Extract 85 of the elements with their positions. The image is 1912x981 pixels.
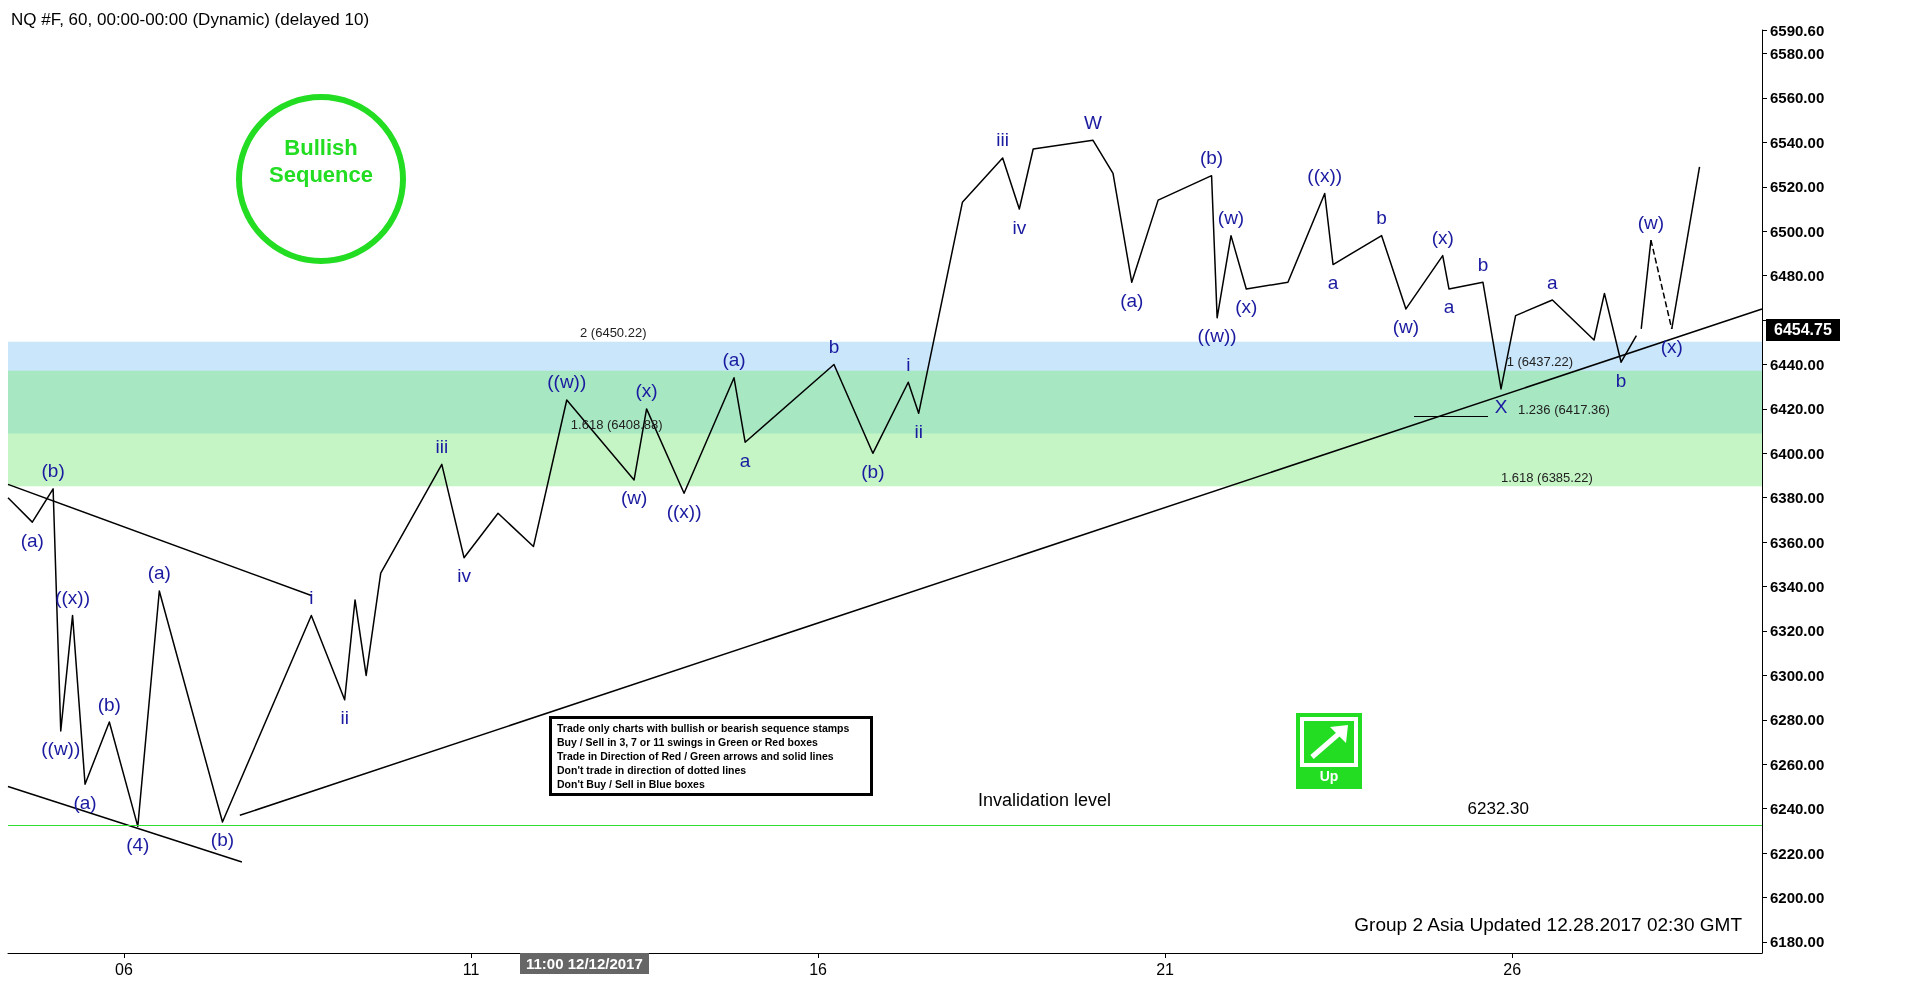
annotation: ((w)) xyxy=(1197,325,1237,347)
chart-title: NQ #F, 60, 00:00-00:00 (Dynamic) (delayed 10) xyxy=(11,10,370,29)
annotation: (a) xyxy=(722,349,746,371)
annotation: (b) xyxy=(97,693,121,715)
annotation: (b) xyxy=(41,460,65,482)
annotation: (x) xyxy=(635,380,658,402)
y-tick-label: 6260.00 xyxy=(1770,755,1825,773)
annotation: b xyxy=(1376,207,1387,229)
annotation: W xyxy=(1083,111,1102,133)
annotation: (a) xyxy=(147,562,171,584)
annotation: iv xyxy=(1012,216,1027,238)
ref-line-label: 6232.30 xyxy=(1467,798,1529,818)
y-tick-label: 6300.00 xyxy=(1770,666,1825,684)
y-tick-label: 6500.00 xyxy=(1770,222,1825,240)
annotation: Group 2 Asia Updated 12.28.2017 02:30 GMT xyxy=(1354,914,1742,936)
annotation: ((w)) xyxy=(547,371,587,393)
annotation: ((x)) xyxy=(1307,164,1343,186)
y-tick-label: 6240.00 xyxy=(1770,800,1825,818)
x-tick-label: 16 xyxy=(809,960,828,978)
annotation: (a) xyxy=(1120,289,1144,311)
y-tick-label: 6520.00 xyxy=(1770,178,1825,196)
annotation: b xyxy=(828,335,840,357)
y-tick-label: 6320.00 xyxy=(1770,622,1825,640)
y-tick-label: 6180.00 xyxy=(1770,933,1825,951)
annotation: (x) xyxy=(1235,296,1258,318)
annotation: (a) xyxy=(20,529,44,551)
annotation: iv xyxy=(457,565,472,587)
y-tick-label: 6480.00 xyxy=(1770,267,1825,285)
annotation: ii xyxy=(914,420,923,442)
annotation: (w) xyxy=(620,487,648,509)
annotation: (w) xyxy=(1217,207,1245,229)
annotation: Buy / Sell in 3, 7 or 11 swings in Green or Red boxes xyxy=(557,735,819,749)
y-tick-label: 6220.00 xyxy=(1770,844,1825,862)
x-tick-label: 11 xyxy=(462,960,480,978)
annotation: (x) xyxy=(1431,227,1454,249)
annotation: (b) xyxy=(861,460,885,482)
annotation: ii xyxy=(340,707,349,729)
annotation: ((w)) xyxy=(41,738,81,760)
y-tick-label: 6420.00 xyxy=(1770,400,1825,418)
annotation: (b) xyxy=(210,829,235,851)
annotation: (x) xyxy=(1660,336,1683,358)
y-tick-label: 6590.60 xyxy=(1770,21,1825,39)
annotation: i xyxy=(906,353,911,375)
x-tick-label: 26 xyxy=(1503,960,1522,978)
y-tick-label: 6540.00 xyxy=(1770,133,1825,151)
x-tick-label: 21 xyxy=(1156,960,1175,978)
annotation: a xyxy=(1443,296,1455,318)
annotation: a xyxy=(739,449,751,471)
annotation: Don't trade in direction of dotted lines xyxy=(557,763,748,777)
annotation: b xyxy=(1477,253,1489,275)
y-tick-label: 6380.00 xyxy=(1770,489,1825,507)
annotation: X xyxy=(1494,396,1508,418)
annotation: 1.618 (6385.22) xyxy=(1500,469,1593,485)
annotation: Bullish Sequence xyxy=(268,134,374,188)
annotation: Don't Buy / Sell in Blue boxes xyxy=(557,777,706,791)
annotation: iii xyxy=(435,435,449,457)
y-tick-label: 6280.00 xyxy=(1770,711,1825,729)
y-tick-label: 6360.00 xyxy=(1770,533,1825,551)
annotation: 2 (6450.22) xyxy=(580,325,647,341)
y-tick-label: 6400.00 xyxy=(1770,444,1825,462)
annotation: ((x)) xyxy=(666,500,702,522)
y-tick-label: 6560.00 xyxy=(1770,89,1825,107)
text: 6454.75 xyxy=(1766,319,1840,341)
annotation: 1.236 (6417.36) xyxy=(1518,402,1610,417)
text: 11:00 12/12/2017 xyxy=(520,953,649,974)
y-tick-label: 6340.00 xyxy=(1770,578,1825,596)
annotation: 1 (6437.22) xyxy=(1506,354,1574,370)
annotation: b xyxy=(1615,369,1627,391)
x-tick-label: 06 xyxy=(115,960,133,978)
annotation: (b) xyxy=(1199,147,1224,169)
annotation: a xyxy=(1327,272,1339,294)
annotation: Up xyxy=(1318,768,1340,784)
annotation: a xyxy=(1547,271,1559,293)
annotation: iii xyxy=(996,129,1009,151)
annotation: Invalidation level xyxy=(978,790,1112,811)
y-tick-label: 6440.00 xyxy=(1770,355,1825,373)
annotation: i xyxy=(309,586,314,608)
annotation: (a) xyxy=(73,791,97,813)
annotation: (4) xyxy=(126,833,150,855)
annotation: (w) xyxy=(1637,211,1665,233)
annotation: Trade only charts with bullish or bearish sequence stamps xyxy=(557,721,851,735)
y-tick-label: 6580.00 xyxy=(1770,45,1825,63)
y-tick-label: 6200.00 xyxy=(1770,888,1825,906)
annotation: (w) xyxy=(1392,316,1420,338)
annotation: Trade in Direction of Red / Green arrows and solid lines xyxy=(557,749,835,763)
